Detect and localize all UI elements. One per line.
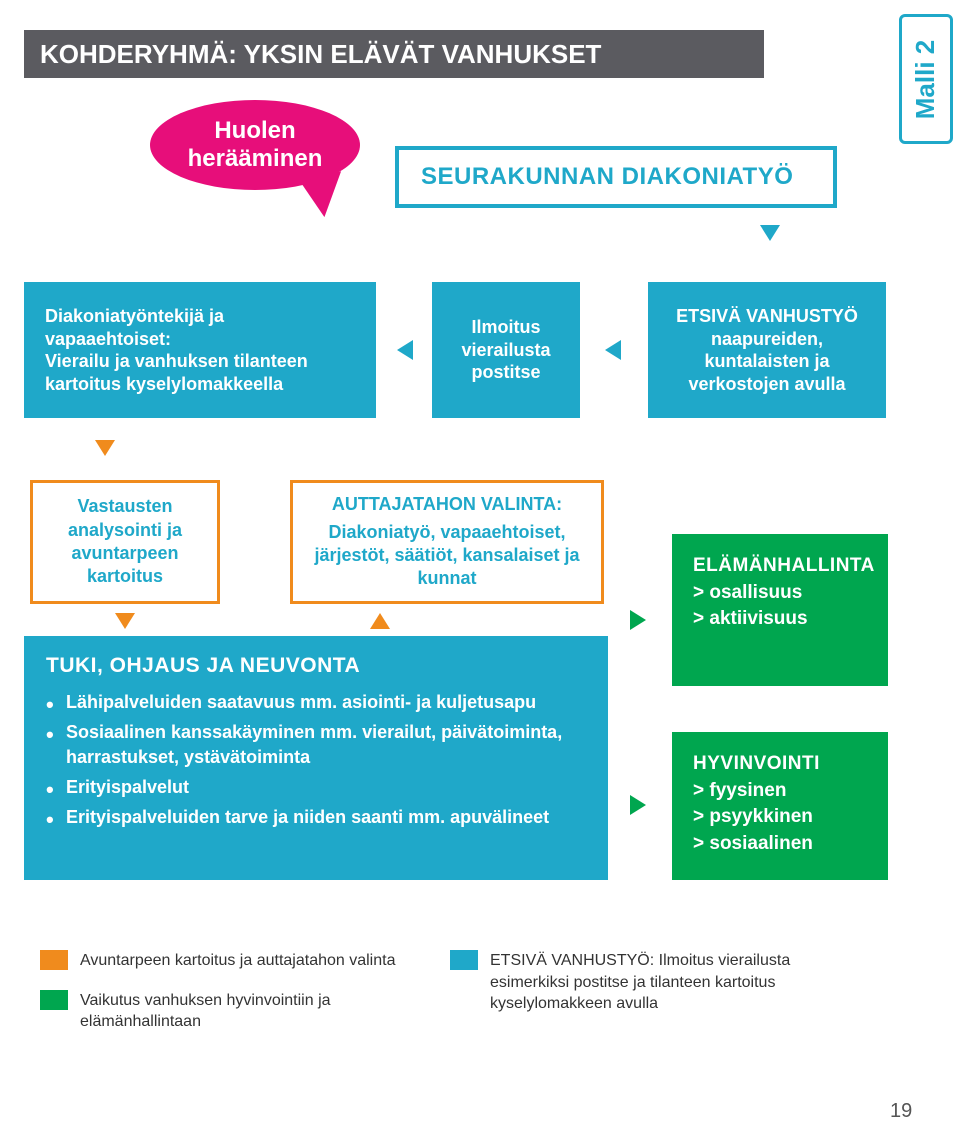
arrow-right-icon [630,610,646,630]
arrow-down-icon [115,613,135,629]
tuki-item: Lähipalveluiden saatavuus mm. asiointi- … [46,690,586,714]
hyvinvointi-box: HYVINVOINTI > fyysinen > psyykkinen > so… [672,732,888,880]
hyvinvointi-line: > psyykkinen [693,804,867,831]
arrow-left-icon [397,340,413,360]
legend-swatch-cyan [450,950,478,970]
tuki-item: Sosiaalinen kanssakäyminen mm. vierailut… [46,720,586,769]
row3-left-text: Vastausten analysointi ja avuntarpeen ka… [45,495,205,589]
elamanhallinta-line: > osallisuus [693,580,867,607]
arrow-down-icon [95,440,115,456]
tuki-list: Lähipalveluiden saatavuus mm. asiointi- … [46,690,586,829]
seurakunta-box: SEURAKUNNAN DIAKONIATYÖ [395,146,837,208]
seurakunta-text: SEURAKUNNAN DIAKONIATYÖ [421,163,793,191]
title-bar: KOHDERYHMÄ: YKSIN ELÄVÄT VANHUKSET [24,30,764,78]
row3-left-box: Vastausten analysointi ja avuntarpeen ka… [30,480,220,604]
elamanhallinta-box: ELÄMÄNHALLINTA > osallisuus > aktiivisuu… [672,534,888,686]
legend-orange-text: Avuntarpeen kartoitus ja auttajatahon va… [80,950,400,972]
hyvinvointi-heading: HYVINVOINTI [693,751,867,778]
row2-right-text: ETSIVÄ VANHUSTYÖ naapureiden, kuntalaist… [659,305,875,395]
legend-cyan-text: ETSIVÄ VANHUSTYÖ: Ilmoitus vierailusta e… [490,950,850,1015]
legend-right: ETSIVÄ VANHUSTYÖ: Ilmoitus vierailusta e… [450,950,850,1015]
row3-right-body: Diakoniatyö, vapaaehtoiset, järjestöt, s… [305,521,589,591]
legend-green-text: Vaikutus vanhuksen hyvinvointiin ja eläm… [80,990,400,1033]
speech-bubble-text: Huolen herääminen [150,117,360,172]
row3-right-box: AUTTAJATAHON VALINTA: Diakoniatyö, vapaa… [290,480,604,604]
page-number: 19 [890,1100,912,1123]
row2-mid-box: Ilmoitus vierailusta postitse [432,282,580,418]
arrow-right-icon [630,795,646,815]
title-text: KOHDERYHMÄ: YKSIN ELÄVÄT VANHUKSET [40,39,601,70]
tuki-heading: TUKI, OHJAUS JA NEUVONTA [46,654,586,678]
row2-left-text: Diakoniatyöntekijä ja vapaaehtoiset: Vie… [45,305,355,395]
side-tab: Malli 2 [899,14,953,144]
legend-swatch-orange [40,950,68,970]
tuki-item: Erityispalvelut [46,775,586,799]
arrow-up-icon [370,613,390,629]
legend-left: Avuntarpeen kartoitus ja auttajatahon va… [40,950,400,1033]
side-tab-label: Malli 2 [911,39,942,118]
arrow-left-icon [605,340,621,360]
row2-mid-text: Ilmoitus vierailusta postitse [443,316,569,384]
row2-left-box: Diakoniatyöntekijä ja vapaaehtoiset: Vie… [24,282,376,418]
hyvinvointi-line: > sosiaalinen [693,831,867,858]
row2-right-box: ETSIVÄ VANHUSTYÖ naapureiden, kuntalaist… [648,282,886,418]
elamanhallinta-line: > aktiivisuus [693,606,867,633]
tuki-box: TUKI, OHJAUS JA NEUVONTA Lähipalveluiden… [24,636,608,880]
elamanhallinta-heading: ELÄMÄNHALLINTA [693,553,867,580]
arrow-down-icon [760,225,780,241]
row3-right-title: AUTTAJATAHON VALINTA: [332,493,562,516]
tuki-item: Erityispalveluiden tarve ja niiden saant… [46,805,586,829]
legend-swatch-green [40,990,68,1010]
hyvinvointi-line: > fyysinen [693,778,867,805]
